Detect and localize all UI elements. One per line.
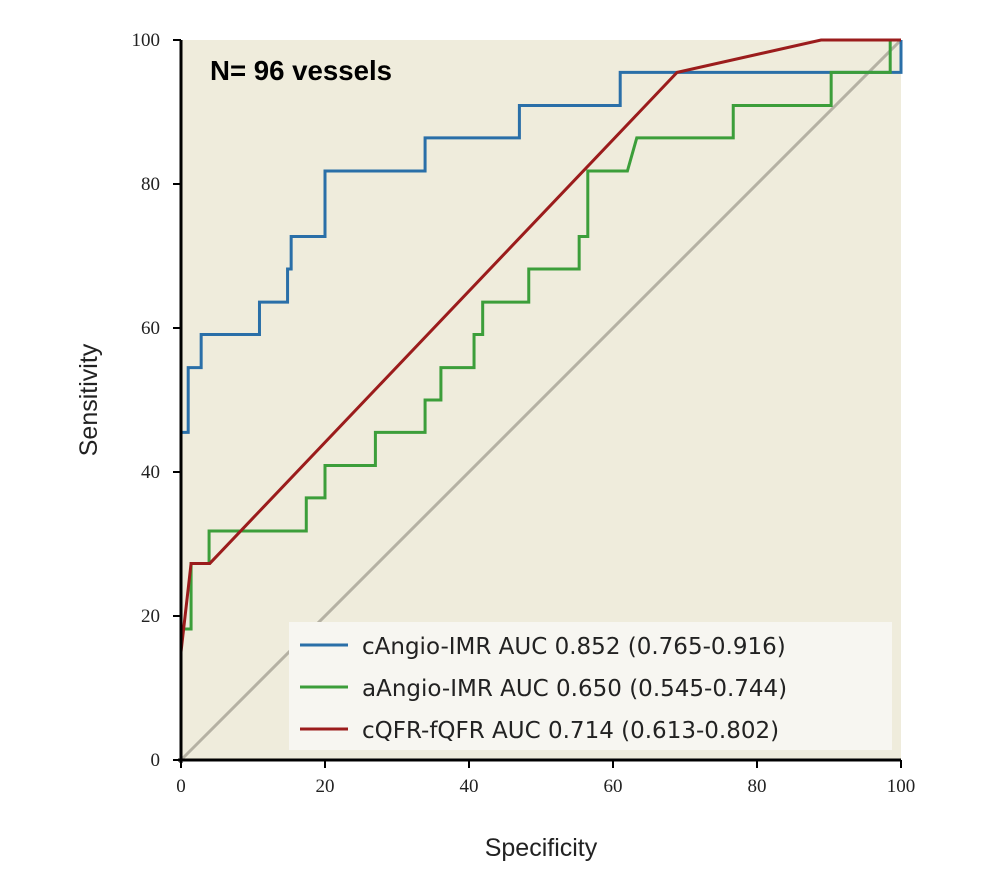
roc-curve-0 [179,40,903,760]
roc-curve-1 [179,38,901,760]
y-tick-label: 60 [141,318,160,339]
y-tick-label: 40 [141,462,160,483]
x-tick-label: 0 [176,776,186,797]
y-tick-label: 0 [151,750,161,771]
y-tick-label: 20 [141,606,160,627]
x-axis-label: Specificity [485,834,598,862]
y-axis-label: Sensitivity [75,343,103,456]
x-tick-label: 80 [748,776,767,797]
x-tick-label: 60 [604,776,623,797]
legend-label: cAngio-IMR AUC 0.852 (0.765-0.916) [362,634,786,660]
x-tick-label: 20 [316,776,335,797]
x-tick-label: 40 [460,776,479,797]
legend-label: aAngio-IMR AUC 0.650 (0.545-0.744) [362,676,787,702]
sample-size-annotation: N= 96 vessels [210,55,392,86]
legend: cAngio-IMR AUC 0.852 (0.765-0.916) aAngio… [289,622,892,750]
x-tick-label: 100 [887,776,916,797]
y-tick-label: 100 [132,30,161,51]
y-tick-label: 80 [141,174,160,195]
legend-label: cQFR-fQFR AUC 0.714 (0.613-0.802) [362,718,779,744]
